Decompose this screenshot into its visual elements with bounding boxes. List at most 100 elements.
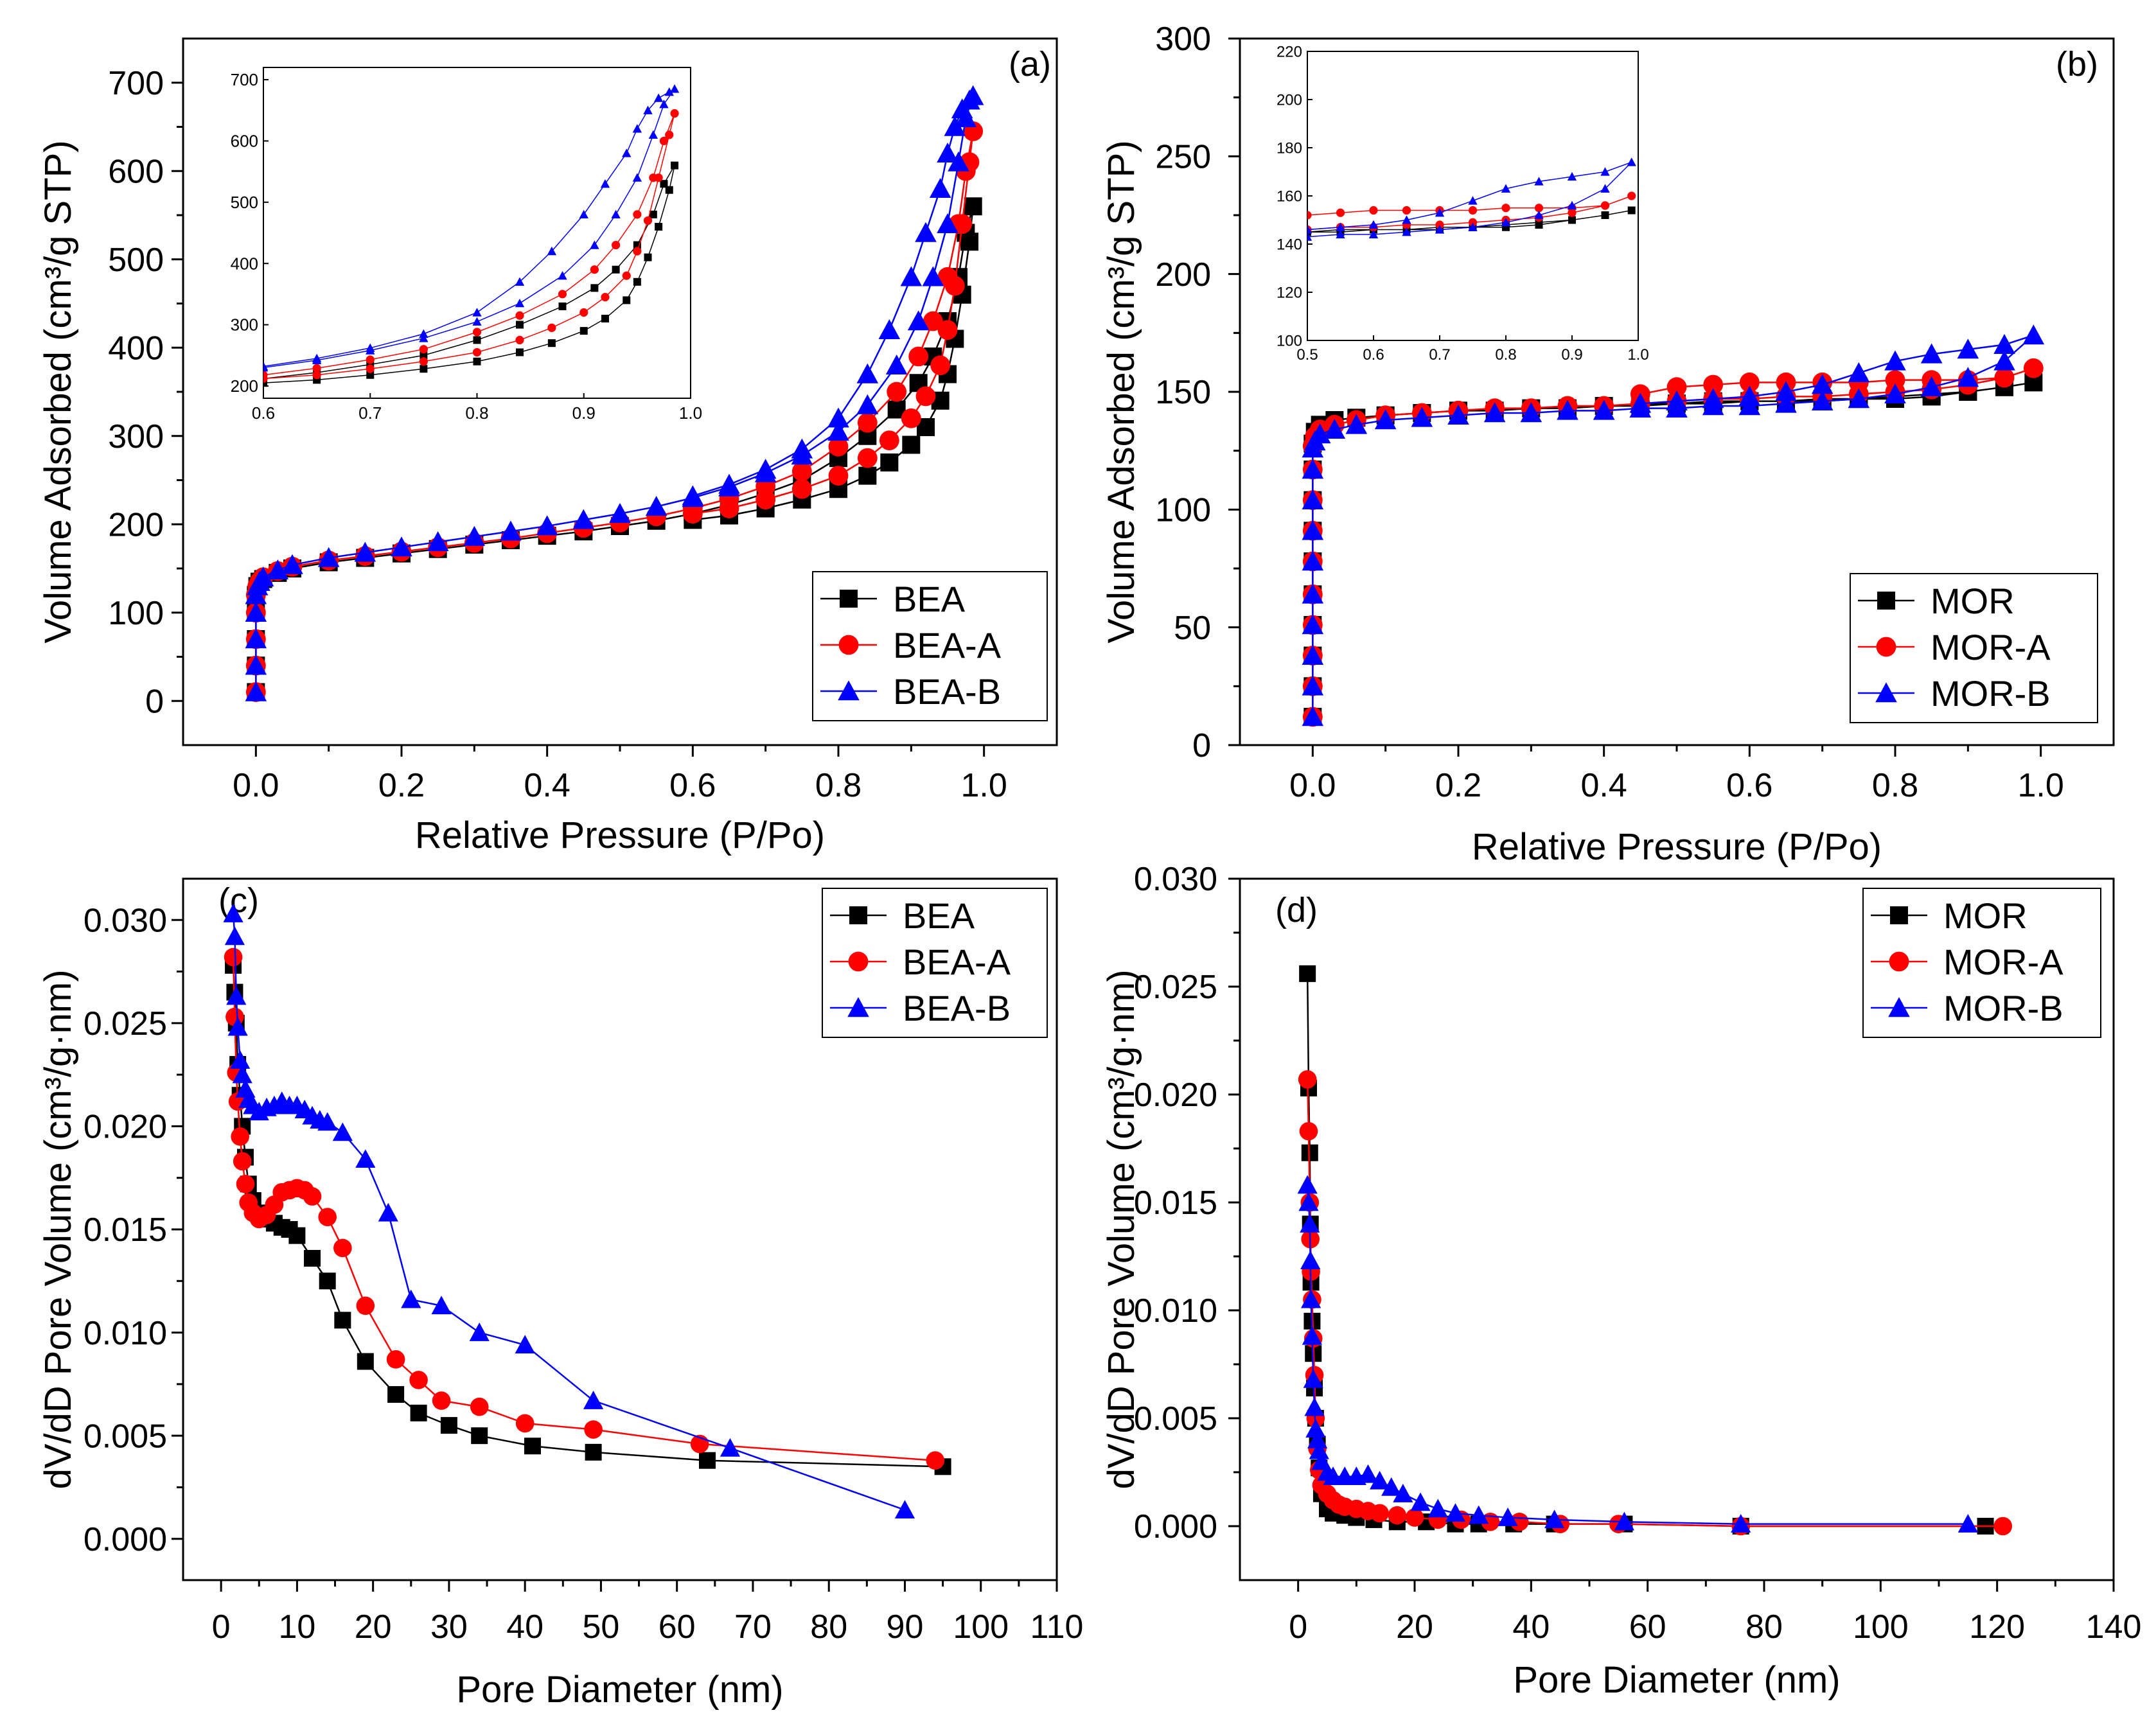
inset-data-point (515, 298, 525, 308)
data-point (926, 1451, 945, 1470)
data-point (922, 266, 944, 286)
data-point (224, 926, 245, 946)
inset-data-point (1534, 177, 1544, 186)
data-point (223, 904, 243, 922)
data-point (317, 547, 340, 567)
data-point (1703, 374, 1724, 395)
data-point (1381, 1477, 1402, 1496)
x-tick-label: 120 (1969, 1608, 2025, 1646)
x-tick-label: 10 (278, 1608, 315, 1646)
inset-panel: 0.5 0.6 0.7 0.8 0.9 1.0 100 120 140 160 180 200 220 (1277, 43, 1649, 364)
data-point (227, 1017, 248, 1036)
legend-label: MOR (1931, 581, 2015, 621)
data-point (1302, 489, 1324, 509)
data-point (1405, 1508, 1424, 1527)
inset-data-point (312, 371, 321, 380)
legend-label: BEA (893, 579, 966, 619)
data-point (2023, 358, 2044, 378)
y-tick-label: 300 (1155, 21, 1211, 58)
data-point (1393, 1484, 1413, 1502)
inset-data-point (312, 353, 322, 363)
data-point (720, 1438, 741, 1457)
data-point (937, 213, 959, 234)
inset-data-point (1501, 184, 1511, 193)
data-point (572, 509, 595, 529)
inset-x-tick-label: 0.9 (572, 403, 596, 423)
x-tick-label: 20 (355, 1608, 392, 1646)
data-point (585, 1443, 602, 1461)
data-point (1302, 583, 1324, 604)
data-point (226, 986, 247, 1005)
series-mor (1299, 965, 1994, 1535)
data-point (356, 1296, 375, 1315)
legend-marker (840, 590, 858, 608)
x-axis-label: Pore Diameter (nm) (1513, 1659, 1840, 1701)
data-point (1302, 520, 1324, 540)
inset-data-point (670, 109, 679, 118)
data-point (1614, 1511, 1634, 1531)
y-tick-label: 0 (145, 683, 164, 720)
data-point (645, 495, 667, 516)
inset-data-point (648, 130, 658, 139)
data-point (245, 681, 267, 701)
series-bea-a (224, 947, 945, 1470)
data-point (1447, 404, 1469, 425)
data-point (937, 142, 959, 163)
data-point (469, 1322, 490, 1341)
inset-y-tick-label: 100 (1277, 332, 1302, 349)
y-tick-label: 100 (1155, 492, 1211, 529)
data-point (432, 1391, 451, 1410)
data-point (1848, 362, 1870, 382)
data-point (1374, 409, 1397, 430)
inset-data-point (263, 362, 269, 371)
data-point (1309, 1440, 1329, 1459)
inset-data-point (1402, 227, 1411, 236)
legend-marker (849, 906, 867, 924)
data-point (915, 386, 936, 407)
data-point (879, 430, 899, 451)
legend-marker (1890, 906, 1908, 924)
y-tick-label: 0.010 (84, 1315, 167, 1352)
y-tick-label: 0.030 (1134, 861, 1217, 898)
legend-marker (838, 635, 859, 655)
inset-series-mor-b (1307, 157, 1636, 241)
x-axis-label: Relative Pressure (P/Po) (1472, 826, 1882, 868)
y-axis-label: Volume Adsorbed (cm³/g STP) (37, 140, 79, 643)
legend-label: BEA-B (903, 988, 1011, 1028)
data-point (386, 1350, 405, 1369)
y-tick-label: 0.015 (84, 1211, 167, 1249)
data-point (1957, 339, 1979, 359)
data-point (827, 421, 849, 441)
legend: BEA BEA-A BEA-B (812, 571, 1048, 721)
data-point (937, 320, 958, 340)
legend-marker (1875, 682, 1897, 703)
inset-data-point (1307, 225, 1312, 234)
inset-data-point (1468, 222, 1478, 231)
y-tick-label: 0.015 (1134, 1184, 1217, 1222)
data-point (907, 310, 930, 331)
inset-data-point (579, 308, 588, 317)
chart-panel-a: 0.0 0.2 0.4 0.6 0.8 1.0 0 100 200 300 400 500 600 700… (37, 37, 1058, 856)
data-point (944, 276, 965, 296)
panel-label: (a) (1009, 45, 1051, 84)
x-tick-label: 0.0 (1289, 767, 1336, 804)
data-point (1388, 1506, 1407, 1525)
inset-data-point (263, 379, 267, 387)
y-tick-label: 200 (1155, 256, 1211, 294)
inset-data-point (1627, 191, 1636, 200)
series-mor-b (1302, 324, 2045, 726)
x-tick-label: 80 (1745, 1608, 1783, 1646)
inset-data-point (516, 348, 524, 356)
inset-data-point (1435, 208, 1445, 217)
x-tick-label: 0.6 (669, 767, 716, 804)
data-point (755, 489, 776, 510)
inset-data-point (472, 317, 482, 326)
x-tick-label: 0.8 (1872, 767, 1918, 804)
chart-panel-c: 0 10 20 30 40 50 60 70 80 90 100 110 0.000 0.005 0.010… (37, 877, 1083, 1711)
data-point (1994, 367, 2015, 388)
inset-data-point (1600, 201, 1610, 210)
x-tick-label: 0.4 (524, 767, 570, 804)
inset-data-point (1627, 157, 1636, 166)
data-point (233, 1152, 252, 1171)
inset-data-point (633, 210, 642, 219)
